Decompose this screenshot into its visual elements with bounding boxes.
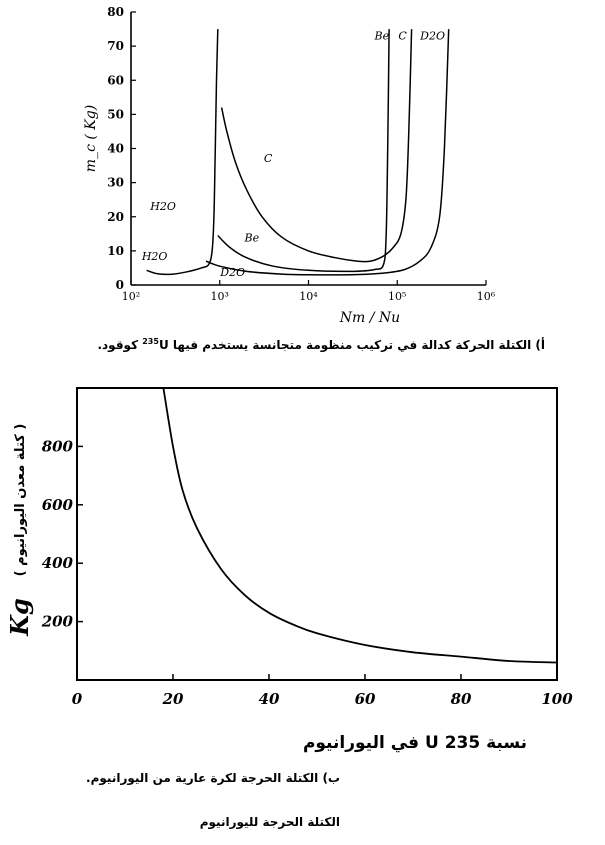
- curve-top-label: C: [398, 29, 407, 42]
- x-tick-label-a: 10⁶: [477, 290, 496, 303]
- plot-frame-b: [76, 387, 558, 681]
- x-tick-label-a: 10³: [211, 290, 229, 303]
- y-tick-label-b: 400: [42, 554, 74, 572]
- y-axis-title-b: Kg: [5, 598, 34, 637]
- chart-b: 200 400 600 800 0 20 40 60 80 100 Kg ( كتلة معدن ال…: [5, 387, 573, 753]
- y-tick-label-b: 600: [42, 496, 74, 514]
- series-line-d2o: [205, 29, 450, 276]
- x-tick-label-b: 20: [162, 690, 184, 708]
- curve-top-label: Be: [374, 29, 390, 42]
- x-tick-label-b: 0: [72, 690, 83, 708]
- x-axis-title-b: نسبة U 235 في اليورانيوم: [303, 733, 527, 753]
- curve-top-label: D2O: [419, 29, 445, 42]
- y-tick-label-a: 50: [107, 107, 124, 121]
- x-tick-label-b: 60: [355, 690, 376, 708]
- x-axis-title-a: Nm / Nu: [339, 310, 400, 326]
- y-tick-label-a: 0: [116, 278, 124, 292]
- x-tick-label-b: 80: [451, 690, 472, 708]
- caption-b: ب) الكتلة الحرجة لكرة عارية من اليورانيو…: [86, 771, 340, 785]
- y-tick-label-a: 30: [107, 176, 124, 190]
- series-line-c: [220, 29, 413, 263]
- x-tick-label-a: 10⁴: [299, 290, 318, 303]
- x-tick-label-b: 40: [259, 690, 280, 708]
- caption-c: الكتلة الحرجة لليورانيوم: [199, 815, 340, 829]
- series-line-critical-mass: [162, 387, 558, 664]
- series-line-be: [217, 29, 390, 273]
- series-line-h2o: [146, 29, 219, 276]
- y-axis-arabic-title-b: ( كتلة معدن اليورانيوم ): [13, 424, 28, 577]
- y-tick-label-b: 800: [42, 437, 74, 455]
- chart-a: 0 10 20 30 40 50 60 70 80 10² 10³ 10⁴ 10⁵ 10⁶ m_c ( Kg…: [83, 5, 496, 326]
- series-label-d2o: D2O: [219, 266, 245, 279]
- y-tick-label-a: 70: [107, 39, 124, 53]
- y-tick-label-a: 10: [107, 244, 124, 258]
- caption-a-tail: U كوقود.: [97, 338, 169, 352]
- y-tick-label-a: 20: [107, 210, 124, 224]
- y-tick-label-a: 40: [107, 142, 124, 156]
- x-tick-label-b: 100: [541, 690, 573, 708]
- series-label-c: C: [264, 152, 273, 165]
- series-label-h2o-left: H2O: [141, 250, 168, 263]
- y-axis-title-a: m_c ( Kg): [83, 105, 99, 172]
- caption-a-text: أ) الكتلة الحركة كدالة في تركيب منظومة م…: [172, 338, 545, 352]
- y-tick-label-a: 60: [107, 73, 124, 87]
- series-label-be: Be: [244, 231, 260, 244]
- caption-a-superscript: 235: [142, 337, 159, 346]
- y-tick-label-b: 200: [41, 613, 74, 631]
- y-tick-label-a: 80: [107, 5, 124, 19]
- series-label-h2o: H2O: [149, 200, 176, 213]
- x-tick-label-a: 10⁵: [388, 290, 406, 303]
- x-tick-label-a: 10²: [122, 290, 140, 303]
- caption-a: أ) الكتلة الحركة كدالة في تركيب منظومة م…: [97, 337, 545, 352]
